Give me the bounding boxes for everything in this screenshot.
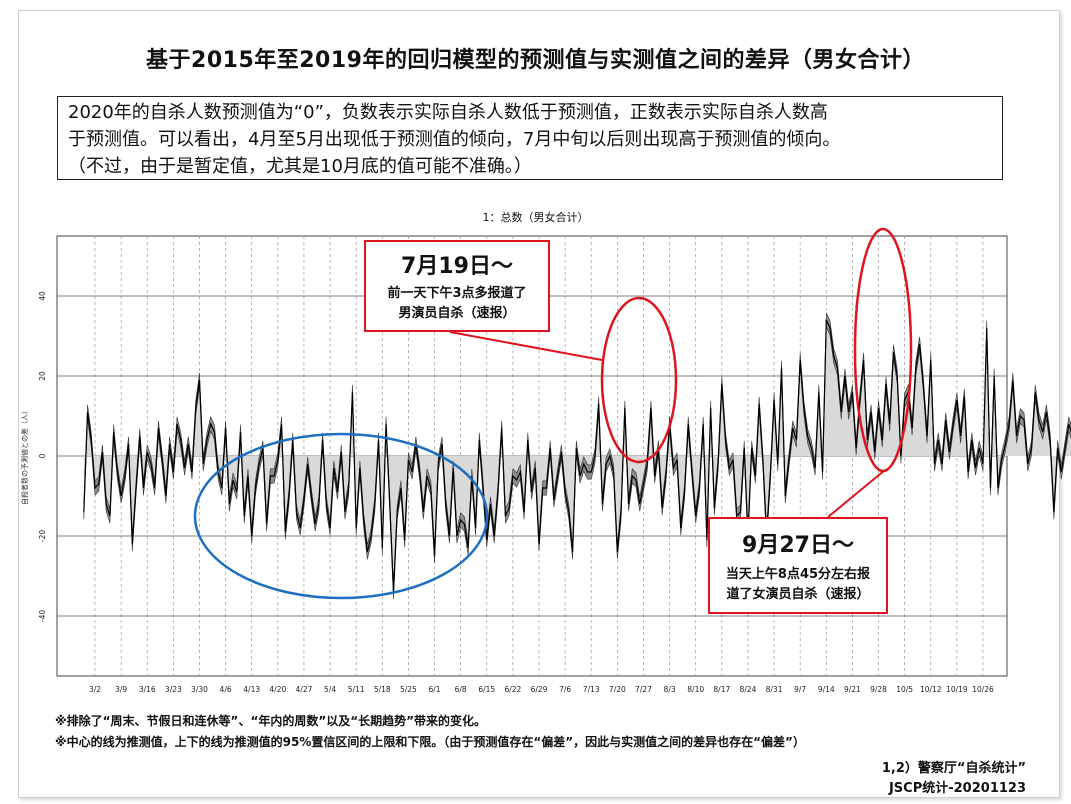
x-tick-label: 4/6 (220, 685, 232, 694)
x-tick-label: 10/5 (896, 685, 913, 694)
callout-jul-line-2: 男演员自杀（速报） (398, 306, 516, 321)
x-tick-label: 7/6 (559, 685, 571, 694)
callout-sep: 9月27日～ 当天上午8点45分左右报 道了女演员自杀（速报） (708, 517, 888, 614)
x-tick-label: 10/26 (972, 685, 994, 694)
x-tick-label: 4/20 (269, 685, 286, 694)
y-axis-label: 自殺者数の予測値との差（人） (20, 407, 29, 505)
description-line-1: 2020年的自杀人数预测值为“0”，负数表示实际自杀人数低于预测值，正数表示实际… (68, 102, 828, 123)
source-line-2: JSCP统计-20201123 (888, 781, 1026, 796)
x-tick-label: 6/29 (531, 685, 548, 694)
x-tick-label: 10/19 (946, 685, 968, 694)
x-tick-label: 9/28 (870, 685, 887, 694)
x-tick-label: 6/22 (504, 685, 521, 694)
x-tick-label: 9/7 (794, 685, 806, 694)
x-tick-label: 8/3 (664, 685, 676, 694)
estimate-line (83, 319, 1071, 593)
page-title: 基于2015年至2019年的回归模型的预测值与实测值之间的差异（男女合计） (146, 48, 925, 73)
y-tick-label: 0 (38, 453, 47, 458)
x-tick-label: 3/23 (165, 685, 182, 694)
x-tick-label: 5/11 (348, 685, 365, 694)
x-tick-label: 3/2 (89, 685, 101, 694)
y-tick-label: 20 (38, 371, 47, 381)
note-2: ※中心的线为推测值，上下的线为推测值的95%置信区间的上限和下限。（由于预测值存… (55, 735, 805, 749)
x-tick-label: 6/1 (428, 685, 440, 694)
x-tick-label: 10/12 (920, 685, 942, 694)
callout-jul-heading: 7月19日～ (401, 254, 513, 279)
note-1: ※排除了“周末、节假日和连休等”、“年内的周数”以及“长期趋势”带来的变化。 (55, 714, 486, 728)
description-box: 2020年的自杀人数预测值为“0”，负数表示实际自杀人数低于预测值，正数表示实际… (57, 96, 1003, 180)
y-tick-label: 40 (38, 291, 47, 301)
source-line-1: 1,2）警察厅“自杀统计” (881, 761, 1026, 776)
callout-jul-line-1: 前一天下午3点多报道了 (387, 286, 527, 301)
x-tick-label: 5/18 (374, 685, 391, 694)
x-tick-label: 5/4 (324, 685, 336, 694)
highlight-ellipse-jul (600, 296, 678, 464)
x-tick-label: 7/13 (583, 685, 600, 694)
x-tick-label: 6/8 (455, 685, 467, 694)
x-tick-label: 8/31 (766, 685, 783, 694)
x-tick-label: 8/10 (687, 685, 704, 694)
y-tick-label: -40 (38, 610, 47, 622)
x-tick-label: 9/14 (818, 685, 835, 694)
y-tick-label: -20 (38, 530, 47, 542)
callout-leader-jul (449, 331, 603, 361)
x-tick-label: 7/27 (635, 685, 652, 694)
x-tick-label: 9/21 (844, 685, 861, 694)
x-tick-label: 4/13 (243, 685, 260, 694)
x-tick-label: 3/30 (191, 685, 208, 694)
x-tick-label: 3/16 (139, 685, 156, 694)
x-tick-label: 7/20 (609, 685, 626, 694)
description-line-3: （不过，由于是暂定值，尤其是10月底的值可能不准确。） (68, 156, 532, 177)
x-tick-label: 6/15 (478, 685, 495, 694)
x-tick-label: 4/27 (296, 685, 313, 694)
x-tick-label: 8/24 (740, 685, 757, 694)
x-tick-label: 8/17 (713, 685, 730, 694)
callout-sep-line-2: 道了女演员自杀（速报） (726, 587, 870, 602)
callout-leader-sep (827, 469, 886, 518)
callout-jul: 7月19日～ 前一天下午3点多报道了 男演员自杀（速报） (364, 240, 550, 332)
callout-sep-heading: 9月27日～ (742, 533, 854, 558)
highlight-ellipse-apr-may (193, 432, 489, 600)
callout-sep-line-1: 当天上午8点45分左右报 (725, 567, 871, 582)
x-tick-label: 5/25 (400, 685, 417, 694)
description-line-2: 于预测值。可以看出，4月至5月出现低于预测值的倾向，7月中旬以后则出现高于预测值… (68, 129, 841, 150)
chart-title: 1：总数（男女合计） (482, 211, 589, 224)
x-tick-label: 3/9 (115, 685, 127, 694)
